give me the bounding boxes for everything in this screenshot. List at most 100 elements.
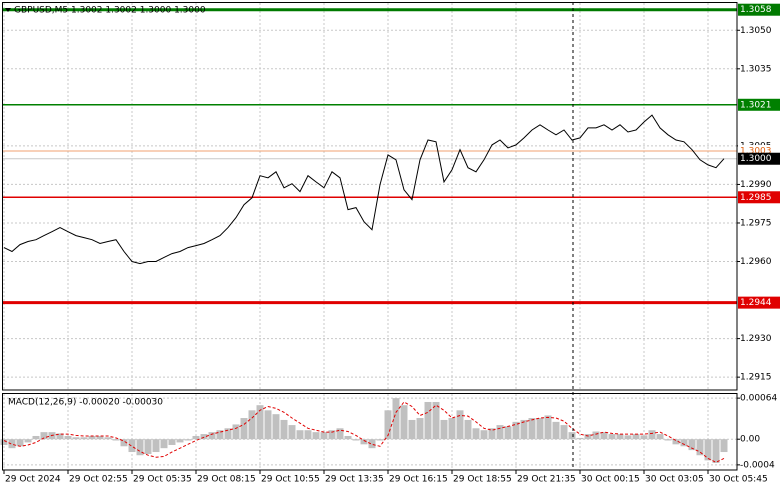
macd-bar bbox=[480, 430, 488, 440]
macd-bar bbox=[264, 410, 272, 440]
macd-bar bbox=[632, 434, 640, 440]
macd-bar bbox=[184, 439, 192, 441]
macd-bar bbox=[136, 439, 144, 456]
macd-bar bbox=[40, 432, 48, 440]
macd-bar bbox=[584, 434, 592, 440]
x-tick-label: 30 Oct 03:05 bbox=[645, 475, 704, 485]
macd-bar bbox=[168, 439, 176, 445]
macd-bar bbox=[400, 405, 408, 440]
macd-bar bbox=[528, 418, 536, 440]
macd-bar bbox=[448, 418, 456, 440]
macd-bar bbox=[696, 439, 704, 456]
macd-bar bbox=[304, 430, 312, 440]
macd-bar bbox=[552, 421, 560, 440]
macd-bar bbox=[192, 435, 200, 440]
macd-bar bbox=[424, 401, 432, 440]
macd-bar bbox=[544, 415, 552, 440]
macd-bar bbox=[560, 425, 568, 440]
level-label-box bbox=[738, 296, 780, 309]
macd-bar bbox=[256, 405, 264, 440]
macd-bar bbox=[56, 433, 64, 440]
level-label: 1.3000 bbox=[740, 154, 772, 164]
price-line bbox=[3, 114, 725, 265]
x-tick-label: 29 Oct 10:55 bbox=[261, 475, 320, 485]
y-tick-label: 1.3035 bbox=[740, 64, 772, 74]
macd-bar bbox=[464, 419, 472, 440]
macd-bar bbox=[648, 430, 656, 440]
macd-bar bbox=[656, 434, 664, 440]
level-label: 1.3021 bbox=[740, 100, 772, 110]
macd-bar bbox=[248, 410, 256, 440]
macd-bar bbox=[416, 418, 424, 440]
macd-bar bbox=[368, 439, 376, 449]
level-label: 1.2985 bbox=[740, 193, 772, 203]
macd-bar bbox=[512, 421, 520, 440]
macd-bar bbox=[0, 439, 8, 445]
x-tick-label: 29 Oct 08:15 bbox=[197, 475, 256, 485]
level-label-box bbox=[738, 152, 780, 165]
macd-bar bbox=[568, 432, 576, 440]
macd-bar bbox=[208, 432, 216, 440]
y-tick-label: 1.3050 bbox=[740, 26, 772, 36]
macd-bar bbox=[344, 435, 352, 440]
x-tick-label: 29 Oct 18:55 bbox=[453, 475, 512, 485]
y-tick-label: 0.00064 bbox=[740, 394, 777, 404]
macd-bar bbox=[336, 428, 344, 440]
level-label: 1.3058 bbox=[740, 5, 772, 15]
macd-bar bbox=[96, 435, 104, 440]
macd-bar bbox=[672, 439, 680, 445]
macd-bar bbox=[496, 425, 504, 440]
y-tick-label: 1.2915 bbox=[740, 373, 772, 383]
macd-bar bbox=[688, 439, 696, 451]
macd-bar bbox=[600, 432, 608, 440]
macd-bar bbox=[176, 439, 184, 443]
macd-bar bbox=[160, 439, 168, 449]
macd-bar bbox=[440, 419, 448, 440]
macd-bar bbox=[32, 435, 40, 440]
y-tick-label: 0.00 bbox=[740, 435, 760, 445]
x-tick-label: 29 Oct 21:35 bbox=[517, 475, 576, 485]
y-tick-label: 1.2930 bbox=[740, 334, 772, 344]
macd-bar bbox=[272, 414, 280, 440]
macd-bar bbox=[360, 439, 368, 445]
level-label: 1.2944 bbox=[740, 298, 772, 308]
macd-bar bbox=[88, 435, 96, 440]
x-tick-label: 29 Oct 2024 bbox=[5, 475, 61, 485]
macd-bar bbox=[664, 439, 672, 441]
macd-bar bbox=[520, 419, 528, 440]
macd-bar bbox=[640, 435, 648, 440]
macd-bar bbox=[472, 428, 480, 440]
macd-bar bbox=[352, 439, 360, 441]
macd-bar bbox=[16, 439, 24, 447]
x-tick-label: 29 Oct 02:55 bbox=[69, 475, 128, 485]
macd-bar bbox=[504, 426, 512, 440]
macd-bar bbox=[328, 430, 336, 440]
macd-bar bbox=[320, 432, 328, 440]
x-tick-label: 30 Oct 00:15 bbox=[581, 475, 640, 485]
macd-bar bbox=[72, 437, 80, 440]
macd-bar bbox=[680, 439, 688, 447]
macd-bar bbox=[24, 439, 32, 443]
macd-bar bbox=[704, 439, 712, 461]
macd-bar bbox=[120, 439, 128, 447]
macd-bar bbox=[488, 428, 496, 440]
level-label-box bbox=[738, 3, 780, 16]
macd-bar bbox=[576, 437, 584, 440]
macd-bar bbox=[216, 430, 224, 440]
macd-bar bbox=[128, 439, 136, 453]
macd-bar bbox=[8, 439, 16, 449]
macd-bar bbox=[232, 424, 240, 440]
level-label: 1.3003 bbox=[740, 147, 772, 157]
x-tick-label: 29 Oct 16:15 bbox=[389, 475, 448, 485]
symbol-menu-icon[interactable] bbox=[5, 8, 11, 12]
macd-bar bbox=[104, 437, 112, 440]
macd-bar bbox=[408, 419, 416, 440]
macd-bar bbox=[112, 439, 120, 441]
macd-bar bbox=[720, 439, 728, 453]
level-label-box bbox=[738, 98, 780, 111]
macd-bar bbox=[592, 431, 600, 440]
y-tick-label: 1.2990 bbox=[740, 180, 772, 190]
macd-bar bbox=[392, 398, 400, 440]
macd-bar bbox=[712, 439, 720, 463]
